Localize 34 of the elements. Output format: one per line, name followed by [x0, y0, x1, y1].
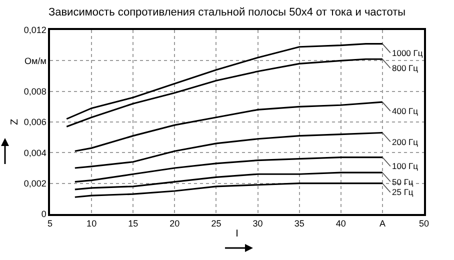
y-tick-label: 0,004 — [24, 148, 46, 158]
x-tick-label: 30 — [252, 218, 263, 229]
series-label: 25 Гц — [392, 187, 414, 197]
x-tick-label: 15 — [128, 218, 138, 229]
y-tick-label: 0,002 — [24, 178, 46, 188]
x-tick-label: 20 — [170, 218, 180, 229]
line-series — [66, 43, 384, 120]
x-tick-label: 10 — [86, 218, 97, 229]
x-tick-label: 35 — [294, 218, 304, 229]
series-label: 200 Гц — [392, 137, 418, 147]
chart-title: Зависимость сопротивления стальной полосы 50х4 от тока и частоты — [48, 6, 406, 18]
x-tick-label: 40 — [336, 218, 346, 229]
line-series — [74, 182, 384, 198]
line-series — [66, 58, 384, 128]
line-series — [74, 156, 384, 183]
series-label: 800 Гц — [392, 63, 418, 73]
y-tick-label: 0,008 — [24, 86, 46, 96]
line-series — [74, 101, 384, 152]
x-tick-label: A — [379, 218, 386, 229]
y-tick-label: 0,006 — [24, 117, 46, 128]
y-tick-label: 0,012 — [24, 25, 46, 36]
y-tick-label: 0 — [41, 209, 46, 220]
line-series — [74, 172, 384, 190]
series-label: 50 Гц — [392, 177, 414, 187]
y-tick-label: Ом/м — [24, 56, 46, 66]
x-tick-label: 50 — [418, 218, 430, 229]
series-label: 100 Гц — [392, 161, 418, 171]
series-label: 1000 Гц — [392, 48, 423, 58]
x-tick-label: 5 — [47, 218, 53, 229]
line-series — [74, 132, 384, 169]
y-axis-title: Z — [9, 118, 20, 126]
x-axis-title: I — [236, 228, 238, 240]
series-label: 400 Гц — [392, 106, 418, 116]
x-tick-label: 25 — [211, 218, 222, 229]
